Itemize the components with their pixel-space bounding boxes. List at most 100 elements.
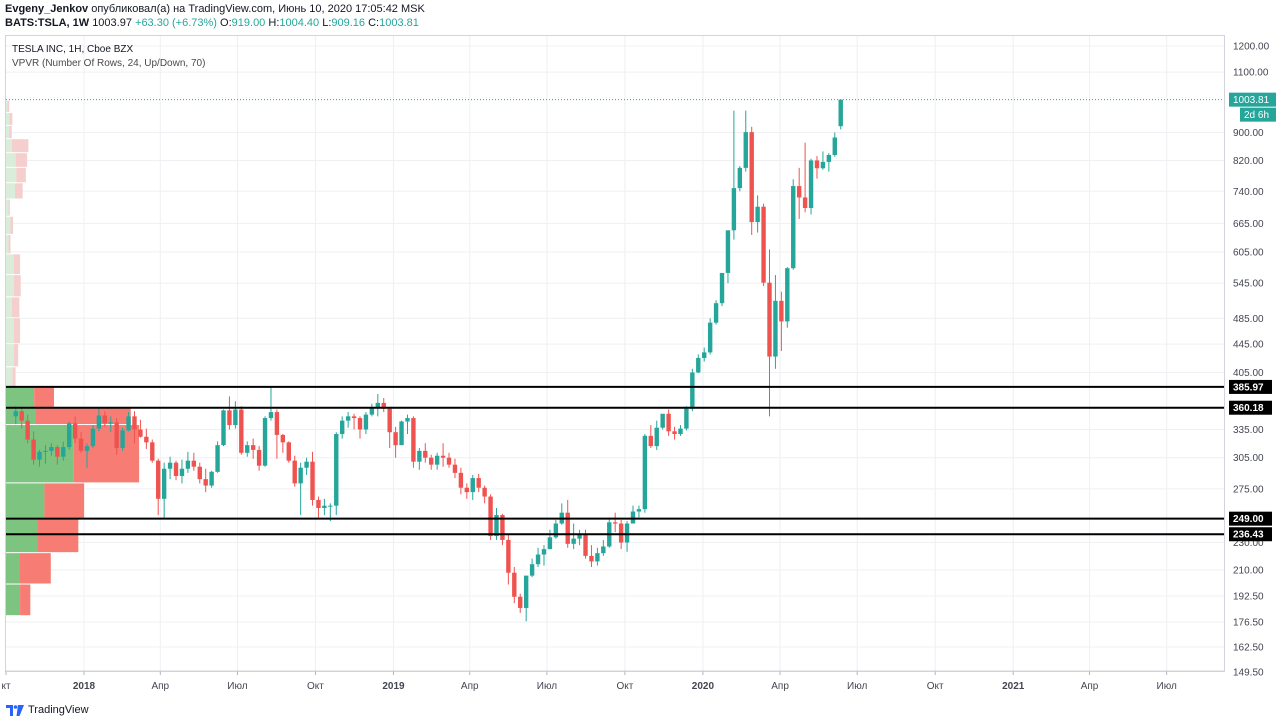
x-tick-label: Апр bbox=[771, 681, 789, 692]
candle-up bbox=[417, 450, 422, 462]
open-label: O: bbox=[220, 17, 232, 29]
y-tick-label: 485.00 bbox=[1233, 314, 1264, 325]
publication-header: Evgeny_Jenkov опубликовал(а) на TradingV… bbox=[5, 3, 425, 15]
vp-bar-down bbox=[44, 483, 85, 518]
candle-up bbox=[108, 422, 113, 424]
chart-legend-indicator[interactable]: VPVR (Number Of Rows, 24, Up/Down, 70) bbox=[12, 58, 206, 69]
last-price-box bbox=[1229, 92, 1276, 107]
vp-bar-up bbox=[6, 125, 10, 139]
y-tick-label: 162.50 bbox=[1233, 642, 1264, 653]
candle-down bbox=[802, 197, 808, 209]
candle-down bbox=[672, 431, 677, 435]
candle-down bbox=[351, 416, 357, 419]
candle-down bbox=[589, 555, 594, 562]
candle-up bbox=[66, 423, 72, 448]
candle-down bbox=[31, 439, 36, 460]
vp-bar-up bbox=[6, 553, 20, 584]
candle-up bbox=[535, 554, 541, 565]
level-label: 236.43 bbox=[1233, 530, 1264, 541]
candle-down bbox=[138, 429, 143, 437]
candle-up bbox=[215, 445, 220, 472]
level-label-box bbox=[1229, 379, 1272, 394]
y-tick-label: 665.00 bbox=[1233, 219, 1264, 230]
footer-brand[interactable]: TradingView bbox=[6, 704, 89, 716]
candle-up bbox=[654, 427, 659, 447]
y-tick-label: 230.00 bbox=[1233, 538, 1264, 549]
candle-down bbox=[256, 449, 262, 466]
vp-bar-down bbox=[19, 553, 51, 584]
candle-up bbox=[221, 410, 226, 446]
candle-up bbox=[529, 564, 535, 576]
candle-up bbox=[345, 416, 351, 421]
candle-down bbox=[565, 512, 570, 544]
candle-up bbox=[684, 408, 689, 429]
candle-down bbox=[488, 496, 493, 537]
candle-up bbox=[61, 447, 66, 457]
y-tick-label: 405.00 bbox=[1233, 368, 1264, 379]
vp-bar-up bbox=[6, 216, 11, 234]
high-value: 1004.40 bbox=[279, 17, 320, 29]
candle-up bbox=[434, 455, 440, 465]
candle-up bbox=[571, 538, 576, 544]
vp-bar-up bbox=[6, 483, 45, 518]
candle-up bbox=[494, 515, 499, 537]
candle-down bbox=[512, 572, 517, 597]
candle-up bbox=[179, 468, 185, 476]
candle-up bbox=[660, 413, 665, 428]
vp-bar-up bbox=[6, 254, 14, 275]
vp-bar-down bbox=[9, 113, 13, 125]
candle-up bbox=[185, 460, 191, 469]
candle-up bbox=[262, 418, 268, 466]
candle-down bbox=[19, 411, 24, 421]
level-label-box bbox=[1229, 527, 1272, 542]
vp-bar-up bbox=[6, 318, 14, 344]
vp-bar-down bbox=[16, 167, 26, 183]
candle-up bbox=[791, 186, 796, 269]
candle-up bbox=[523, 575, 529, 608]
candle-down bbox=[239, 409, 244, 453]
y-tick-label: 305.00 bbox=[1233, 453, 1264, 464]
candle-down bbox=[114, 422, 119, 448]
candle-up bbox=[820, 161, 826, 169]
vp-bar-up bbox=[6, 139, 12, 153]
candle-up bbox=[630, 511, 636, 524]
candle-up bbox=[90, 428, 96, 447]
y-tick-label: 740.00 bbox=[1233, 187, 1264, 198]
candle-up bbox=[785, 268, 790, 322]
candle-up bbox=[167, 462, 173, 469]
x-tick-label: Апр bbox=[1081, 681, 1099, 692]
candle-down bbox=[197, 466, 202, 480]
candle-up bbox=[268, 412, 274, 419]
candle-up bbox=[13, 411, 18, 417]
candle-down bbox=[423, 450, 428, 458]
x-tick-label: Июл bbox=[537, 681, 557, 692]
last-price-label: 1003.81 bbox=[1233, 95, 1270, 106]
vp-bar-up bbox=[6, 100, 8, 113]
low-label: L: bbox=[322, 17, 332, 29]
candle-up bbox=[43, 450, 48, 452]
candle-down bbox=[779, 300, 784, 322]
candle-up bbox=[737, 167, 743, 189]
y-tick-label: 445.00 bbox=[1233, 340, 1264, 351]
candle-down bbox=[518, 596, 523, 608]
x-tick-label: 2021 bbox=[1002, 681, 1025, 692]
candle-down bbox=[316, 499, 321, 508]
candle-up bbox=[702, 352, 707, 358]
candle-up bbox=[233, 409, 238, 426]
candle-down bbox=[78, 438, 84, 451]
candle-down bbox=[506, 539, 511, 573]
candle-up bbox=[832, 137, 837, 155]
candle-down bbox=[446, 457, 452, 465]
candle-down bbox=[156, 460, 161, 499]
vp-bar-down bbox=[13, 344, 19, 367]
author-name[interactable]: Evgeny_Jenkov bbox=[5, 3, 89, 15]
candle-up bbox=[725, 230, 731, 273]
candle-up bbox=[334, 434, 339, 506]
candle-up bbox=[120, 430, 125, 448]
candle-down bbox=[144, 436, 149, 443]
candle-down bbox=[357, 418, 363, 430]
y-tick-label: 820.00 bbox=[1233, 156, 1264, 167]
candle-up bbox=[126, 416, 131, 431]
y-tick-label: 192.50 bbox=[1233, 592, 1264, 603]
